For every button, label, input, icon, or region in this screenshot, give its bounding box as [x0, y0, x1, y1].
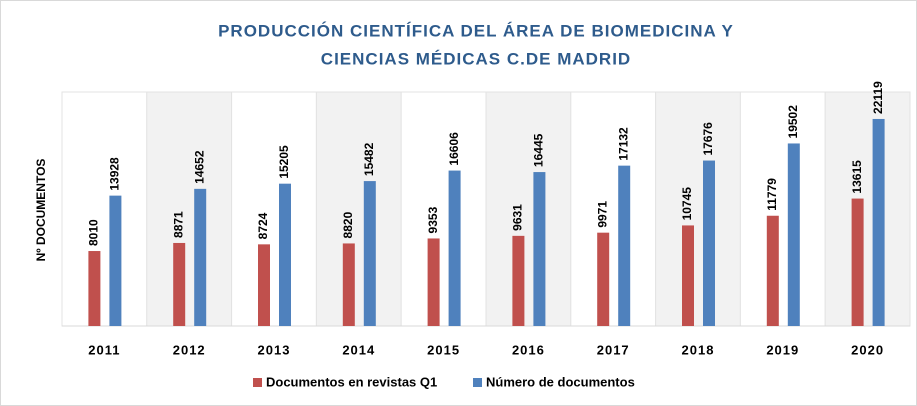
category-band [570, 91, 657, 327]
category-band [231, 91, 317, 327]
bar [533, 172, 546, 326]
x-tick-label: 2011 [88, 342, 120, 357]
data-label: 15482 [362, 142, 376, 176]
y-axis-label: Nº DOCUMENTOS [34, 159, 48, 262]
bar [787, 143, 800, 326]
data-label: 10745 [680, 187, 694, 221]
data-label: 19502 [786, 105, 800, 139]
bar [173, 242, 186, 326]
data-label: 13615 [850, 160, 864, 194]
data-label: 17676 [701, 122, 715, 156]
legend-label: Número de documentos [486, 374, 635, 389]
bar [279, 183, 291, 326]
data-label: 9353 [426, 206, 440, 233]
data-label: 8724 [256, 212, 270, 239]
category-band [400, 91, 487, 327]
bar [342, 243, 355, 326]
category-band [739, 91, 826, 327]
data-label: 13928 [108, 157, 122, 191]
data-label: 8871 [171, 211, 185, 238]
bar [258, 244, 270, 326]
x-tick-label: 2012 [173, 342, 206, 357]
bar [682, 225, 694, 326]
bar [448, 170, 461, 326]
data-label: 15205 [277, 145, 291, 179]
data-label: 9631 [511, 204, 525, 231]
bar [88, 251, 101, 326]
data-label: 8820 [341, 211, 355, 238]
bar [703, 160, 715, 326]
bar [427, 238, 440, 326]
x-tick-label: 2017 [597, 342, 630, 357]
data-label: 16445 [532, 133, 546, 167]
chart-title: PRODUCCIÓN CIENTÍFICA DEL ÁREA DE BIOMED… [218, 21, 734, 40]
legend-swatch [473, 378, 482, 387]
x-tick-label: 2014 [342, 342, 375, 357]
category-band [61, 91, 148, 327]
bar [618, 165, 631, 326]
data-label: 11779 [765, 178, 779, 211]
data-label: 16606 [447, 132, 461, 166]
bar [597, 232, 610, 326]
legend-swatch [253, 378, 262, 387]
x-tick-label: 2020 [851, 342, 884, 357]
category-band [655, 91, 741, 327]
x-tick-label: 2013 [258, 342, 291, 357]
bar [851, 198, 864, 326]
category-band [146, 91, 233, 327]
category-band [315, 91, 402, 327]
bar [512, 235, 525, 326]
bar [109, 195, 122, 326]
x-tick-label: 2015 [427, 342, 460, 357]
data-label: 22119 [871, 81, 885, 114]
category-band [485, 91, 572, 327]
category-band [824, 91, 911, 327]
bar [363, 181, 376, 326]
data-label: 17132 [616, 127, 630, 161]
bar [872, 118, 885, 327]
bar [194, 188, 207, 326]
chart-title: CIENCIAS MÉDICAS C.DE MADRID [321, 49, 631, 68]
legend-label: Documentos en revistas Q1 [266, 374, 437, 389]
data-label: 8010 [87, 219, 101, 246]
bar [766, 215, 779, 326]
x-tick-label: 2019 [766, 342, 799, 357]
data-label: 9971 [595, 201, 609, 228]
x-tick-label: 2016 [512, 342, 545, 357]
data-label: 14652 [192, 150, 206, 184]
x-tick-label: 2018 [682, 342, 715, 357]
